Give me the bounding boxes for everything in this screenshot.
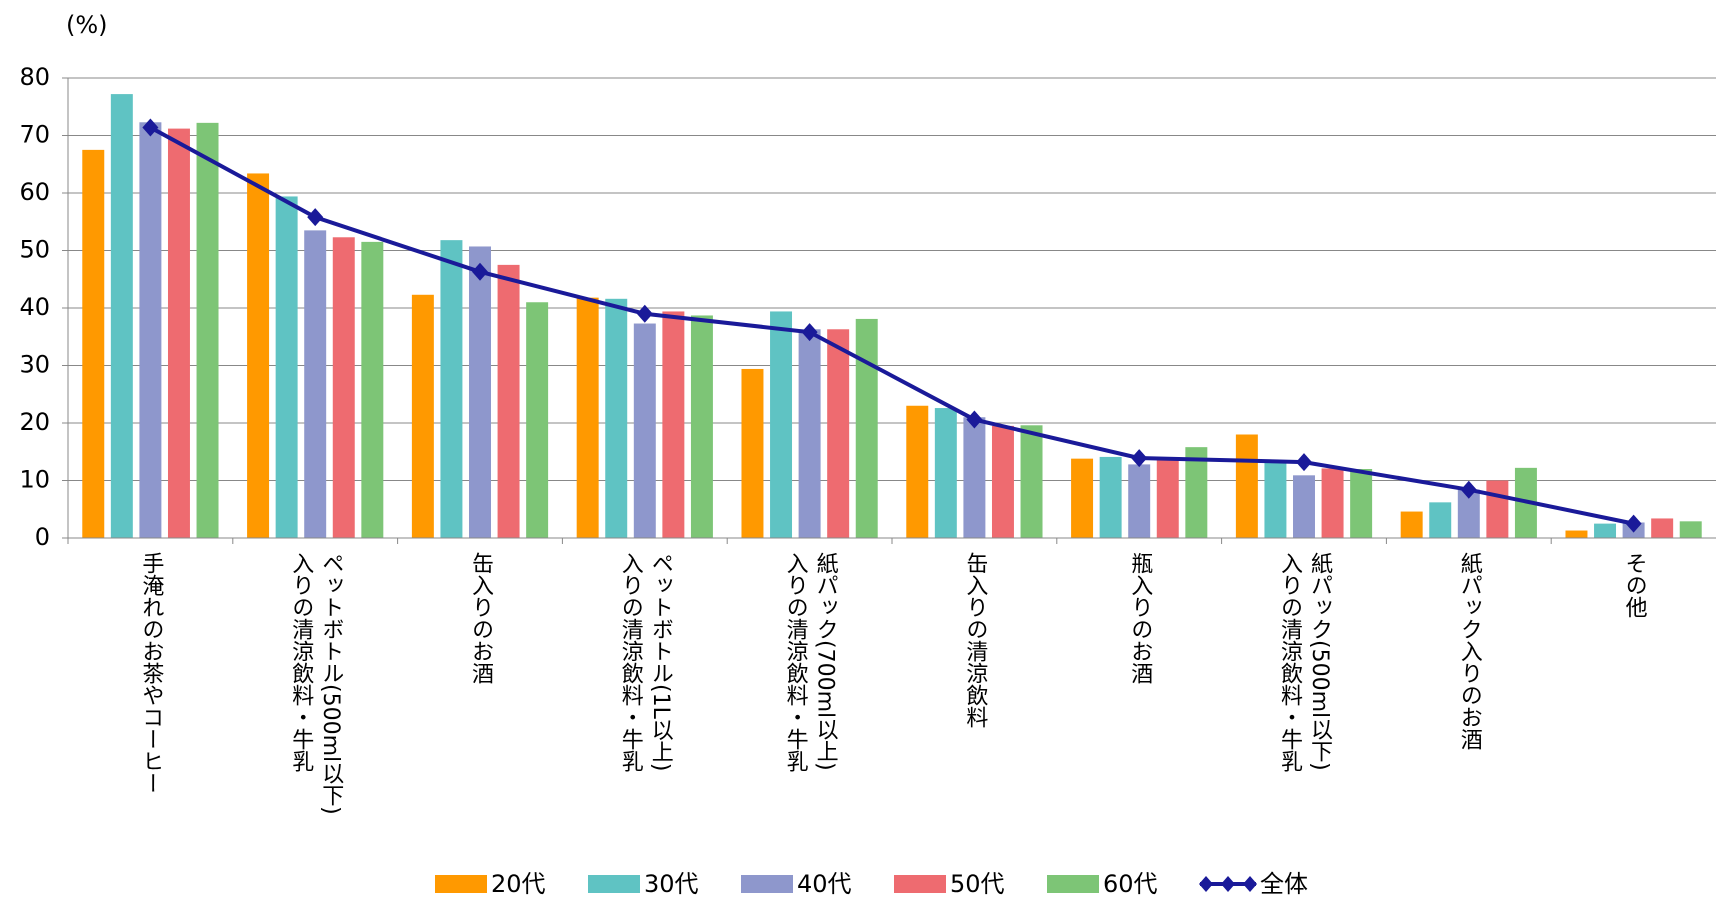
marker xyxy=(801,323,818,342)
bar xyxy=(247,173,270,538)
x-tick-label: 紙パック(700ml以上) 入りの清涼飲料・牛乳 xyxy=(782,552,838,772)
bar xyxy=(196,122,219,538)
marker xyxy=(1296,453,1312,472)
legend-label: 60代 xyxy=(1103,870,1158,898)
bar xyxy=(576,297,599,538)
bar xyxy=(526,302,549,538)
x-tick-label: ペットボトル(1L以上) 入りの清涼飲料・牛乳 xyxy=(617,552,673,772)
bar xyxy=(827,329,850,538)
bar xyxy=(690,315,713,538)
marker xyxy=(1625,514,1642,533)
bar xyxy=(798,329,821,538)
y-tick-label: 30 xyxy=(19,351,50,379)
bar xyxy=(1679,521,1702,538)
bar xyxy=(605,298,628,538)
legend-label: 全体 xyxy=(1260,870,1308,898)
bar xyxy=(1099,456,1122,538)
bar xyxy=(1235,434,1258,538)
bar xyxy=(1429,502,1452,538)
line xyxy=(149,125,1635,526)
legend-swatch xyxy=(588,875,640,893)
x-tick-label: 瓶入りのお酒 xyxy=(1127,552,1153,684)
bar xyxy=(1486,480,1509,538)
marker xyxy=(142,118,159,137)
bar xyxy=(275,196,298,538)
x-tick-label: 紙パック入りのお酒 xyxy=(1456,552,1482,750)
x-tick-label: 手淹れのお茶やコーヒー xyxy=(138,552,164,794)
legend-marker xyxy=(1243,876,1257,892)
bar xyxy=(906,405,929,538)
bar xyxy=(110,94,133,538)
bar xyxy=(855,318,878,538)
bar xyxy=(139,122,162,539)
marker xyxy=(1131,449,1148,468)
bar xyxy=(411,294,434,538)
bar xyxy=(1400,511,1423,538)
legend-swatch xyxy=(435,875,487,893)
bar xyxy=(82,149,105,538)
x-tick-label: 紙パック(500ml以下) 入りの清涼飲料・牛乳 xyxy=(1277,552,1332,772)
bar xyxy=(770,311,793,538)
bar xyxy=(1350,469,1373,538)
bar xyxy=(1128,464,1151,538)
legend-label: 30代 xyxy=(644,870,699,898)
bar xyxy=(1321,468,1344,538)
y-tick-label: 60 xyxy=(19,178,50,206)
legend-swatch xyxy=(1047,875,1099,893)
bar xyxy=(1457,489,1480,538)
y-tick-label: 80 xyxy=(19,63,50,91)
legend-label: 40代 xyxy=(797,870,852,898)
marker xyxy=(1460,480,1477,499)
y-tick-label: 40 xyxy=(19,293,50,321)
bar xyxy=(440,240,463,538)
y-tick-label: 10 xyxy=(19,466,50,494)
y-tick-label: 20 xyxy=(19,408,50,436)
bar xyxy=(963,417,986,538)
x-tick-label: 缶入りのお酒 xyxy=(468,552,493,684)
bar xyxy=(1185,447,1208,538)
bar xyxy=(1293,475,1315,538)
bar xyxy=(332,237,355,538)
x-tick-label: 缶入りの清涼飲料 xyxy=(962,552,988,728)
bar xyxy=(1156,458,1179,538)
x-tick-label: その他 xyxy=(1621,552,1647,618)
legend-label: 20代 xyxy=(491,870,546,898)
bar xyxy=(361,241,384,538)
bar xyxy=(1071,458,1094,538)
bar xyxy=(934,408,957,538)
bar xyxy=(741,368,764,538)
bar xyxy=(991,425,1014,538)
bar xyxy=(633,323,656,538)
y-tick-label: 0 xyxy=(35,523,50,551)
marker xyxy=(472,262,488,281)
bar xyxy=(1264,462,1287,538)
bar xyxy=(662,311,685,538)
legend-marker xyxy=(1221,876,1235,892)
marker xyxy=(636,304,653,323)
bar xyxy=(1594,523,1617,538)
bar xyxy=(497,264,520,538)
y-axis-label: (%) xyxy=(66,11,108,39)
legend-label: 50代 xyxy=(950,870,1005,898)
legend-swatch xyxy=(894,875,946,893)
bar xyxy=(167,128,190,538)
marker xyxy=(307,208,324,227)
x-tick-label: ペットボトル(500ml以下) 入りの清涼飲料・牛乳 xyxy=(288,552,344,815)
bar xyxy=(469,246,491,538)
y-tick-label: 70 xyxy=(19,121,50,149)
bar xyxy=(304,230,327,538)
legend-marker xyxy=(1199,876,1213,892)
legend-swatch xyxy=(741,875,793,893)
y-tick-label: 50 xyxy=(19,236,50,264)
bar xyxy=(1651,518,1674,538)
bar xyxy=(1020,425,1043,538)
marker xyxy=(966,410,983,429)
bar xyxy=(1565,530,1588,538)
